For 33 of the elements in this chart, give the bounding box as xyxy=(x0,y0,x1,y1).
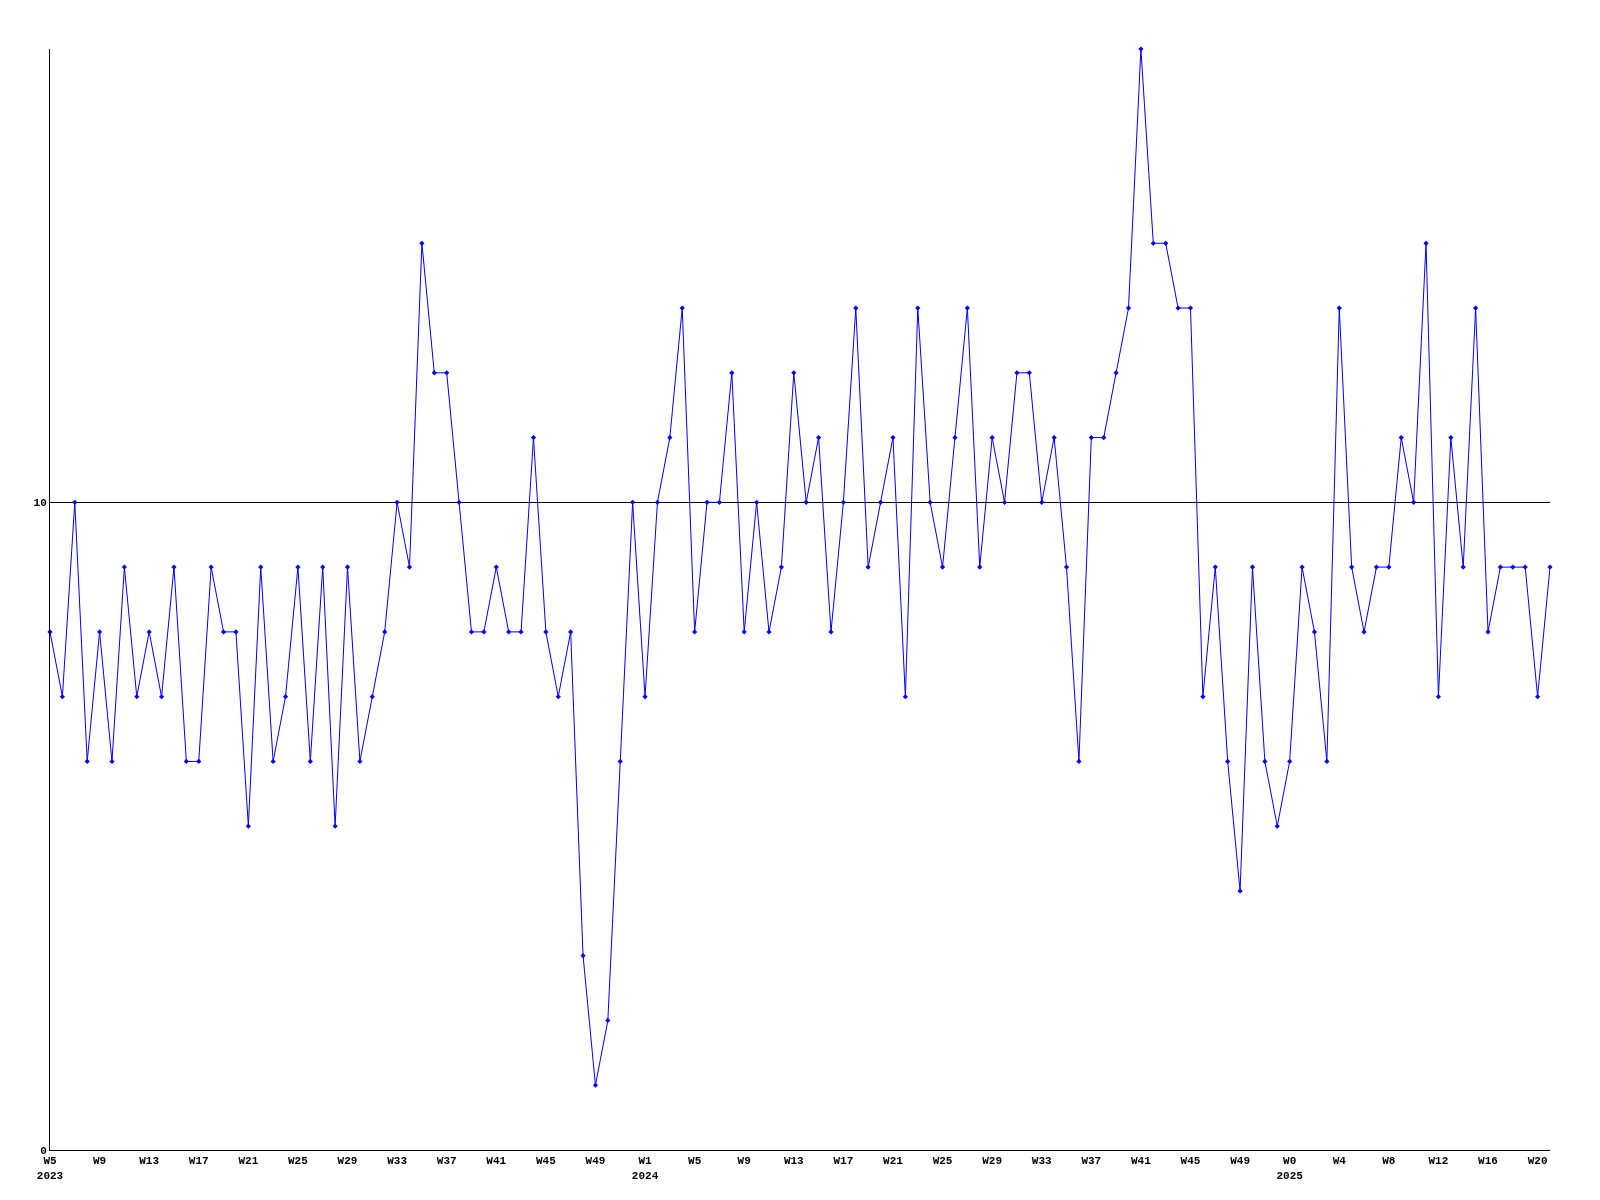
x-tick-label: W25 xyxy=(932,1155,953,1168)
x-tick-label: W13 xyxy=(139,1155,160,1168)
x-tick-label: W4 xyxy=(1332,1155,1347,1168)
x-tick-label: W49 xyxy=(1230,1155,1250,1168)
x-tick-label: W9 xyxy=(92,1155,107,1168)
x-tick-label: W45 xyxy=(1180,1155,1201,1168)
x-tick-label: W17 xyxy=(833,1155,854,1168)
x-tick-label: W20 xyxy=(1527,1155,1548,1168)
x-tick-label: W17 xyxy=(188,1155,209,1168)
x-tick-label: W0 2025 xyxy=(1276,1155,1304,1182)
x-tick-label: W5 2023 xyxy=(36,1155,64,1182)
x-tick-label: W8 xyxy=(1382,1155,1396,1168)
x-tick-label: W33 xyxy=(387,1155,408,1168)
x-tick-label: W41 xyxy=(1131,1155,1152,1168)
x-tick-label: W29 xyxy=(982,1155,1003,1168)
x-tick-label: W9 xyxy=(737,1155,751,1168)
x-tick-label: W37 xyxy=(436,1155,457,1168)
x-tick-label: W13 xyxy=(783,1155,805,1168)
x-tick-label: W1 2024 xyxy=(631,1155,659,1182)
x-tick-label: W41 xyxy=(486,1155,507,1168)
x-tick-label: W16 xyxy=(1478,1155,1498,1168)
x-tick-label: W12 xyxy=(1428,1155,1449,1168)
x-tick-label: W49 xyxy=(585,1155,606,1168)
x-tick-label: W45 xyxy=(535,1155,557,1168)
x-tick-label: W21 xyxy=(883,1155,904,1168)
y-tick-label: 10 xyxy=(33,497,47,510)
x-tick-label: W29 xyxy=(337,1155,358,1168)
x-tick-label: W25 xyxy=(288,1155,309,1168)
x-tick-label: W33 xyxy=(1031,1155,1053,1168)
x-tick-label: W5 xyxy=(688,1155,702,1168)
y-tick-label: 0 xyxy=(40,1144,47,1157)
x-tick-label: W21 xyxy=(238,1155,259,1168)
x-tick-label: W37 xyxy=(1081,1155,1102,1168)
